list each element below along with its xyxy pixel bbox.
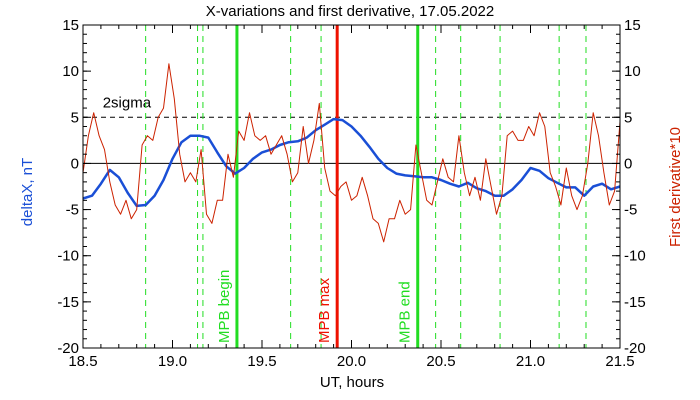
y-left-tick-label-6: 10: [62, 63, 79, 80]
y-left-tick-label-3: -5: [66, 202, 79, 219]
y-axis-left-label: deltaX, nT: [19, 158, 36, 226]
x-axis-label: UT, hours: [320, 374, 384, 391]
chart-title: X-variations and first derivative, 17.05…: [206, 3, 495, 20]
y-right-tick-label-4: 0: [624, 155, 632, 172]
vertical-line-label-3: MPB begin: [216, 270, 233, 343]
y-right-tick-label-0: -20: [624, 340, 646, 357]
y-left-tick-label-1: -15: [57, 294, 79, 311]
y-right-tick-label-6: 10: [624, 63, 641, 80]
x-tick-label-3: 20.0: [337, 353, 366, 370]
y-left-tick-label-2: -10: [57, 248, 79, 265]
y-right-tick-label-5: 5: [624, 109, 632, 126]
x-tick-label-0: 18.5: [68, 353, 97, 370]
y-axis-left: -20 -15 -10 -5 0 5 10 15: [57, 17, 91, 357]
y-left-tick-label-4: 0: [71, 155, 79, 172]
vertical-line-label-6: MPB max: [316, 277, 333, 343]
series-line-1: [82, 63, 621, 243]
y-axis-right-label: First derivative*10: [667, 127, 684, 247]
y-right-tick-label-2: -10: [624, 248, 646, 265]
y-left-tick-label-7: 15: [62, 17, 79, 34]
sigma-label: 2sigma: [103, 94, 152, 111]
y-right-tick-label-7: 15: [624, 17, 641, 34]
vertical-line-label-7: MPB end: [397, 281, 414, 343]
series-line-0: [82, 117, 621, 208]
y-right-tick-label-1: -15: [624, 294, 646, 311]
y-left-tick-label-5: 5: [71, 109, 79, 126]
x-tick-label-1: 19.0: [158, 353, 187, 370]
x-tick-label-2: 19.5: [247, 353, 276, 370]
y-right-tick-label-3: -5: [624, 202, 637, 219]
x-axis: 18.5 19.0 19.5 20.0 20.5 21.0 21.5: [68, 25, 635, 370]
plot-marks: 2sigma MPB begin MPB max MPB end: [82, 25, 621, 348]
x-tick-label-6: 21.5: [605, 353, 634, 370]
y-axis-right: -20 -15 -10 -5 0 5 10 15: [612, 17, 646, 357]
y-left-tick-label-0: -20: [57, 340, 79, 357]
x-tick-label-5: 21.0: [516, 353, 545, 370]
x-tick-label-4: 20.5: [426, 353, 455, 370]
